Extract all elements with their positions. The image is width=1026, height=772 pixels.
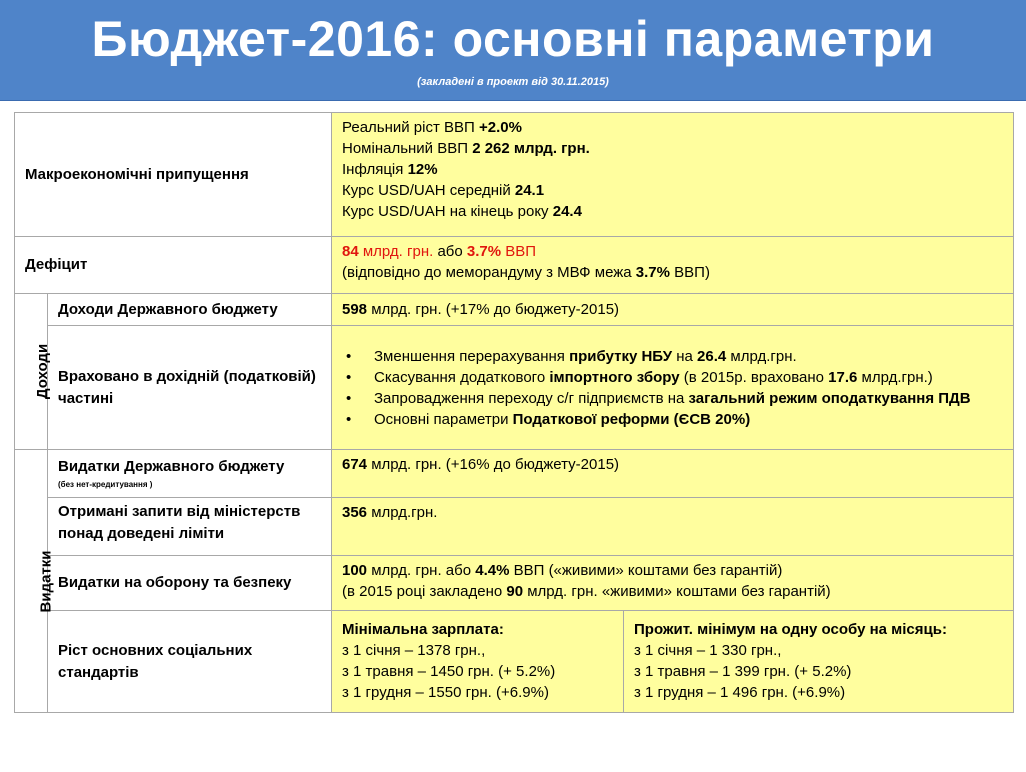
min-wage-line: з 1 грудня – 1550 грн. (+6.9%) — [342, 684, 549, 701]
table-row-defense: Видатки на оборону та безпеку 100 млрд. … — [15, 555, 1014, 611]
list-item: • Запровадження переходу с/г підприємств … — [346, 389, 971, 407]
page-subtitle: (закладені в проект від 30.11.2015) — [417, 76, 609, 88]
budget-table: Макроекономічні припущення Реальний ріст… — [14, 112, 1014, 713]
subsistence-title: Прожит. мінімум на одну особу на місяць: — [634, 621, 947, 638]
expense-state-note: (без нет-кредитування ) — [58, 480, 153, 489]
table-row-social: Ріст основних соціальних стандартів Міні… — [15, 610, 1014, 713]
expense-state-values: 674 млрд. грн. (+16% до бюджету-2015) — [331, 449, 1014, 498]
header-banner: Бюджет-2016: основні параметри (закладен… — [0, 0, 1026, 101]
min-wage-line: з 1 січня – 1378 грн., — [342, 642, 486, 659]
table-row-expense-state: Видатки Видатки Державного бюджету (без … — [14, 449, 1014, 713]
revenue-included-list: • Зменшення перерахування прибутку НБУ на… — [342, 346, 1003, 430]
revenue-state-values: 598 млрд. грн. (+17% до бюджету-2015) — [331, 293, 1014, 326]
subsistence-line: з 1 грудня – 1 496 грн. (+6.9%) — [634, 684, 846, 701]
social-label: Ріст основних соціальних стандартів — [47, 610, 332, 713]
list-item: • Скасування додаткового імпортного збору… — [346, 368, 933, 386]
page-title: Бюджет-2016: основні параметри — [91, 11, 935, 67]
expense-state-label: Видатки Державного бюджету — [58, 458, 285, 475]
defense-label: Видатки на оборону та безпеку — [47, 555, 332, 611]
table-row-deficit: Дефіцит 84 млрд. грн. або 3.7% ВВП (відп… — [14, 236, 1014, 294]
revenue-included-values: • Зменшення перерахування прибутку НБУ на… — [331, 325, 1014, 450]
macro-label: Макроекономічні припущення — [14, 112, 332, 237]
revenue-included-label: Враховано в дохідній (податковій) частин… — [47, 325, 332, 450]
macro-line-rate-end: Курс USD/UAH на кінець року 24.4 — [342, 203, 582, 220]
requests-values: 356 млрд.грн. — [331, 497, 1014, 556]
defense-values: 100 млрд. грн. або 4.4% ВВП («живими» ко… — [331, 555, 1014, 611]
list-item: • Зменшення перерахування прибутку НБУ на… — [346, 347, 797, 365]
min-wage-title: Мінімальна зарплата: — [342, 621, 504, 638]
defense-line-1: 100 млрд. грн. або 4.4% ВВП («живими» ко… — [342, 562, 783, 579]
deficit-line-1: 84 млрд. грн. або 3.7% ВВП — [342, 243, 537, 260]
deficit-label: Дефіцит — [14, 236, 332, 294]
table-row-requests: Отримані запити від міністерств понад до… — [15, 497, 1014, 556]
macro-line-inflation: Інфляція 12% — [342, 161, 438, 178]
expense-state-label-cell: Видатки Державного бюджету (без нет-кред… — [47, 449, 332, 498]
revenue-state-label: Доходи Державного бюджету — [47, 293, 332, 326]
macro-line-nominal-gdp: Номінальний ВВП 2 262 млрд. грн. — [342, 140, 590, 157]
revenue-group-label: Доходи — [34, 343, 52, 400]
expense-group-label: Видатки — [37, 550, 55, 612]
deficit-values: 84 млрд. грн. або 3.7% ВВП (відповідно д… — [331, 236, 1014, 294]
subsistence-line: з 1 травня – 1 399 грн. (+ 5.2%) — [634, 663, 852, 680]
min-wage-cell: Мінімальна зарплата: з 1 січня – 1378 гр… — [331, 610, 624, 713]
min-wage-line: з 1 травня – 1450 грн. (+ 5.2%) — [342, 663, 556, 680]
macro-line-real-gdp: Реальний ріст ВВП +2.0% — [342, 119, 522, 136]
table-row-macro: Макроекономічні припущення Реальний ріст… — [14, 112, 1014, 237]
subsistence-cell: Прожит. мінімум на одну особу на місяць:… — [623, 610, 1014, 713]
expense-group-cell: Видатки — [14, 449, 55, 713]
defense-line-2: (в 2015 році закладено 90 млрд. грн. «жи… — [342, 583, 831, 600]
macro-line-rate-avg: Курс USD/UAH середній 24.1 — [342, 182, 545, 199]
macro-values: Реальний ріст ВВП +2.0% Номінальний ВВП … — [331, 112, 1014, 237]
table-row-revenue-state: Доходи Доходи Державного бюджету 598 млр… — [14, 293, 1014, 450]
requests-label: Отримані запити від міністерств понад до… — [47, 497, 332, 556]
deficit-line-2: (відповідно до меморандуму з МВФ межа 3.… — [342, 264, 710, 281]
revenue-group-cell: Доходи — [14, 293, 52, 450]
subsistence-line: з 1 січня – 1 330 грн., — [634, 642, 782, 659]
list-item: • Основні параметри Податкової реформи (Є… — [346, 410, 751, 428]
table-row-revenue-included: Враховано в дохідній (податковій) частин… — [15, 325, 1014, 450]
